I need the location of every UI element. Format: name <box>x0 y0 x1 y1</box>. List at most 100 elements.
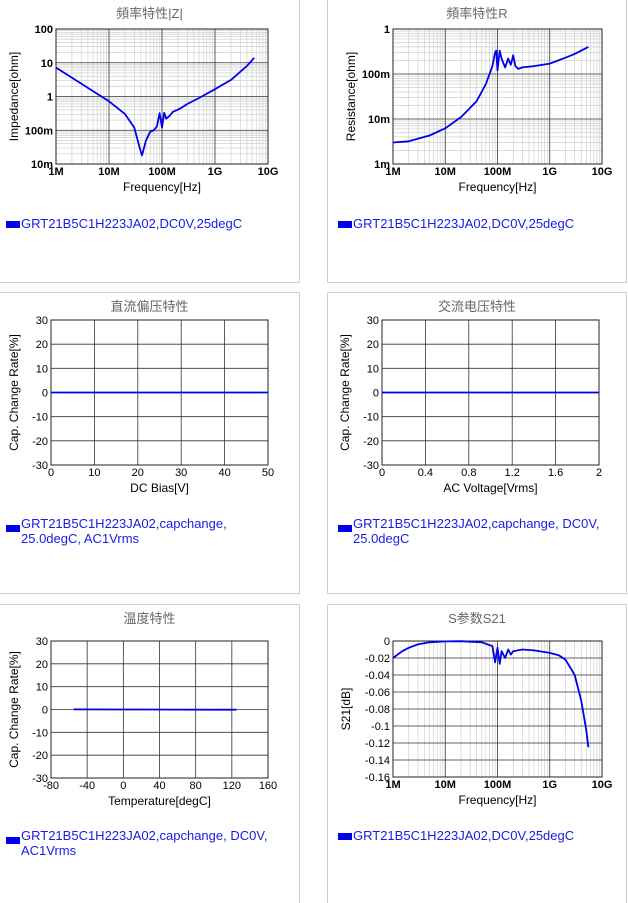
legend-label-line-1: GRT21B5C1H223JA02,capchange, DC0V, <box>353 516 600 531</box>
chart-legend: GRT21B5C1H223JA02,DC0V,25degC <box>6 217 242 231</box>
y-tick-label: -0.14 <box>365 755 390 767</box>
x-tick-label: 1M <box>385 779 400 791</box>
y-tick-label: -10 <box>363 412 379 424</box>
s21-chart: 1M 10M 100M 1G 10G -0.16 -0.14 -0.12 -0.1 -0.08 -0… <box>339 636 613 807</box>
legend-label: GRT21B5C1H223JA02,DC0V,25degC <box>353 828 575 843</box>
chart-legend: GRT21B5C1H223JA02,DC0V,25degC <box>338 217 574 231</box>
impedance-chart: 1M 10M 100M 1G 10G 10m 100m 1 10 100 Frequency[Hz]… <box>7 24 279 194</box>
temperature-chart: -80 -40 0 40 80 120 160 -30 -20 -10 0 10 20 30 Tempera… <box>7 636 277 808</box>
y-tick-label: 30 <box>36 636 48 648</box>
y-tick-label: -20 <box>32 436 48 448</box>
x-tick-label: 80 <box>190 780 202 792</box>
chart-title: 交流电压特性 <box>437 299 516 314</box>
y-tick-label: 10 <box>41 58 53 70</box>
y-tick-label: -0.06 <box>365 687 390 699</box>
x-tick-label: 40 <box>153 780 165 792</box>
y-tick-label: 0 <box>373 388 379 400</box>
x-tick-label: 100M <box>484 779 512 791</box>
chart-title: 直流偏压特性 <box>110 299 189 314</box>
chart-panel-ac-voltage: 交流电压特性 0 0.4 0.8 1.2 1.6 2 -30 -20 -10 0 10 20 30 AC … <box>327 292 627 594</box>
chart-panel-impedance: 頻率特性|Z| 1M 10M 100M 1G 10G 10m 100m 1 10 100 Frequ… <box>0 0 300 283</box>
legend-label-line-2: 25.0degC, AC1Vrms <box>21 531 140 546</box>
x-axis-label: DC Bias[V] <box>130 481 189 495</box>
series-line <box>392 46 589 144</box>
y-tick-label: 20 <box>367 339 379 351</box>
y-tick-label: -0.16 <box>365 772 390 784</box>
chart-legend: GRT21B5C1H223JA02,capchange, DC0V, 25.0d… <box>338 517 599 546</box>
x-tick-label: 10M <box>435 166 456 178</box>
x-tick-label: 10G <box>592 779 613 791</box>
legend-label: GRT21B5C1H223JA02,DC0V,25degC <box>21 216 243 231</box>
y-tick-label: 0 <box>384 636 390 648</box>
x-tick-label: 20 <box>132 467 144 479</box>
y-axis-label: Impedance[ohm] <box>7 52 21 141</box>
y-tick-label: 100m <box>25 125 53 137</box>
plot-frame <box>392 28 603 165</box>
x-tick-label: 1M <box>48 166 63 178</box>
y-tick-label: 1 <box>384 24 390 36</box>
ac-voltage-chart: 0 0.4 0.8 1.2 1.6 2 -30 -20 -10 0 10 20 30 AC Voltage… <box>338 315 602 495</box>
y-tick-label: -20 <box>32 750 48 762</box>
y-axis-label: Cap. Change Rate[%] <box>7 334 21 451</box>
legend-label-line-1: GRT21B5C1H223JA02,capchange, <box>21 516 227 531</box>
x-tick-label: 50 <box>262 467 274 479</box>
x-axis-label: Frequency[Hz] <box>458 793 536 807</box>
y-tick-label: -0.1 <box>371 721 390 733</box>
x-tick-label: 10G <box>592 166 613 178</box>
chart-title: S参数S21 <box>448 611 506 626</box>
legend-swatch <box>338 833 352 840</box>
chart-title: 温度特性 <box>123 611 176 626</box>
x-tick-label: 1G <box>208 166 223 178</box>
y-axis-label: S21[dB] <box>339 688 353 731</box>
x-tick-label: 160 <box>259 780 277 792</box>
grid <box>56 29 268 164</box>
x-axis-label: AC Voltage[Vrms] <box>443 481 537 495</box>
chart-panel-temperature: 温度特性 -80 -40 0 40 80 120 160 -30 -20 -10 0 10 20 30 Te… <box>0 604 300 903</box>
y-tick-label: -30 <box>363 460 379 472</box>
y-tick-label: 10m <box>31 159 53 171</box>
y-tick-label: -20 <box>363 436 379 448</box>
y-tick-label: 10 <box>367 363 379 375</box>
legend-swatch <box>6 221 20 228</box>
x-tick-label: 30 <box>175 467 187 479</box>
y-tick-label: 30 <box>367 315 379 327</box>
y-tick-label: -0.08 <box>365 704 390 716</box>
y-tick-label: -30 <box>32 773 48 785</box>
x-tick-label: 0 <box>48 467 54 479</box>
x-tick-label: -40 <box>79 780 95 792</box>
y-tick-label: -0.04 <box>365 670 390 682</box>
x-tick-label: 10G <box>258 166 279 178</box>
x-axis-label: Frequency[Hz] <box>123 180 201 194</box>
chart-panel-s21: S参数S21 1M 10M 100M 1G 10G -0.16 -0.14 -0.12 -0.1… <box>327 604 627 903</box>
x-tick-label: 1G <box>542 166 557 178</box>
y-tick-label: -10 <box>32 412 48 424</box>
x-axis-label: Temperature[degC] <box>108 794 211 808</box>
y-axis-label: Resistance[ohm] <box>344 52 358 141</box>
x-tick-label: 1M <box>385 166 400 178</box>
chart-title: 頻率特性R <box>446 6 508 21</box>
y-tick-label: 20 <box>36 659 48 671</box>
y-tick-label: -30 <box>32 460 48 472</box>
chart-panel-resistance: 頻率特性R 1M 10M 100M 1G 10G 1m 10m 100m 1 Frequency[… <box>327 0 627 283</box>
x-tick-label: 0.4 <box>418 467 433 479</box>
x-axis-label: Frequency[Hz] <box>458 180 536 194</box>
y-tick-label: 1 <box>47 92 53 104</box>
grid <box>393 29 602 164</box>
y-tick-label: 1m <box>374 159 390 171</box>
legend-swatch <box>6 837 20 844</box>
y-tick-label: 100m <box>362 69 390 81</box>
chart-panel-dc-bias: 直流偏压特性 0 10 20 30 40 50 -30 -20 -10 0 10 20 30 DC Bia… <box>0 292 300 594</box>
x-tick-label: 10M <box>435 779 456 791</box>
legend-label-line-2: AC1Vrms <box>21 843 77 858</box>
y-tick-label: 10 <box>36 363 48 375</box>
y-tick-label: 10 <box>36 682 48 694</box>
plot-frame <box>55 28 269 165</box>
y-tick-label: 100 <box>35 24 53 36</box>
x-tick-label: 1G <box>542 779 557 791</box>
x-tick-label: 100M <box>484 166 512 178</box>
y-tick-label: 0 <box>42 388 48 400</box>
grid <box>393 641 602 777</box>
legend-label-line-1: GRT21B5C1H223JA02,capchange, DC0V, <box>21 828 268 843</box>
y-tick-label: 20 <box>36 339 48 351</box>
series-line <box>55 57 255 157</box>
